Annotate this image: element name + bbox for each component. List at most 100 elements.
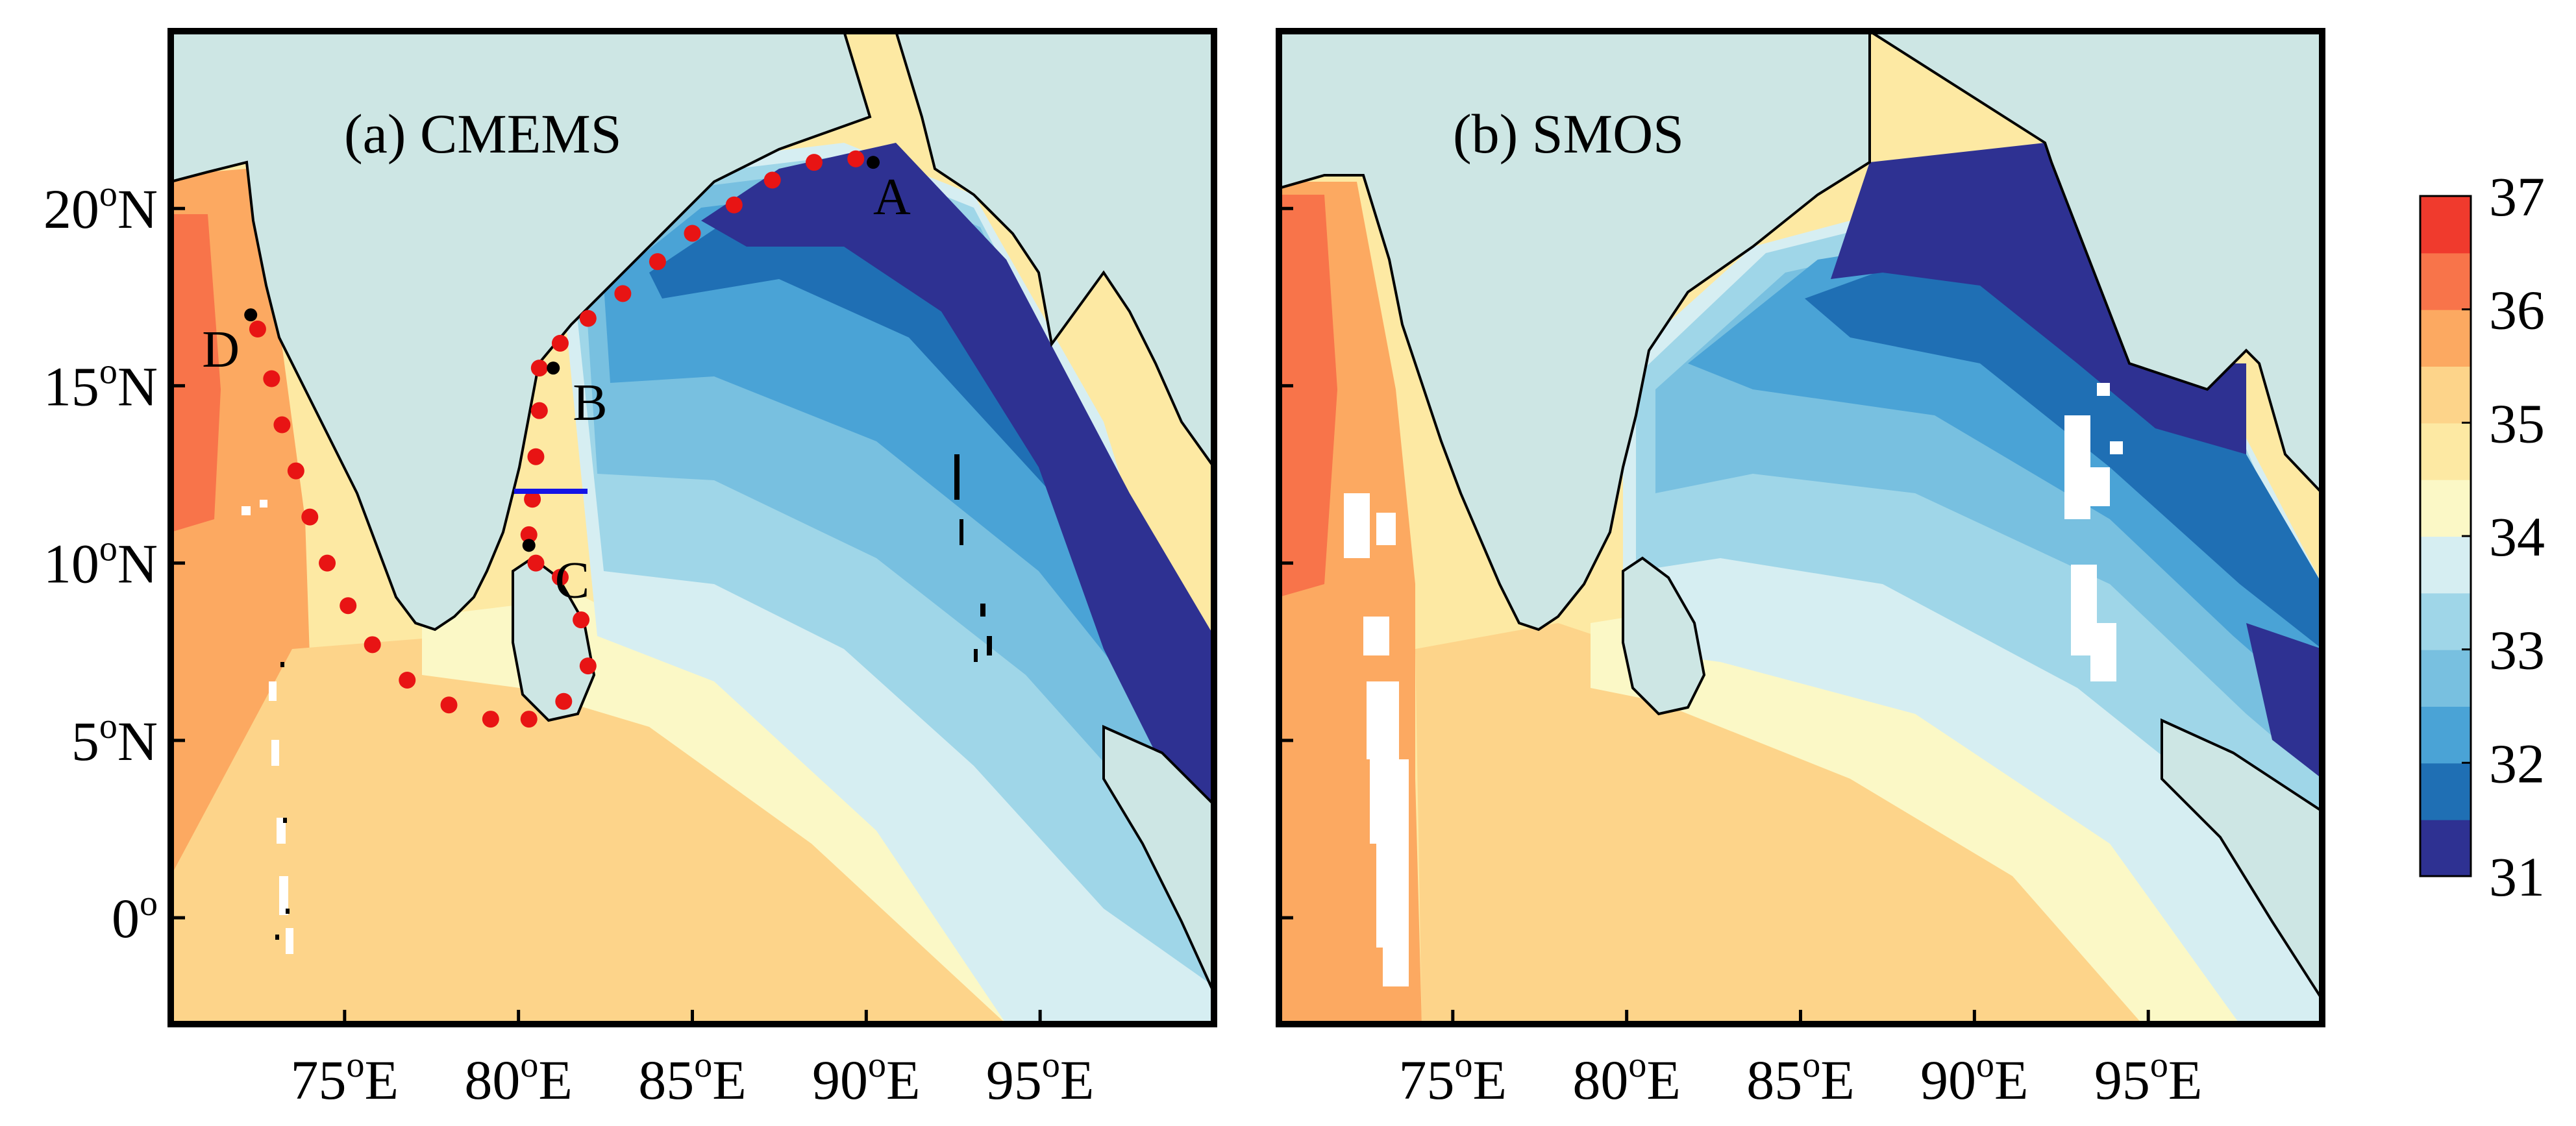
colorbar-segment <box>2420 649 2471 707</box>
land-sumatra <box>1102 724 1214 994</box>
track-dot <box>530 360 548 377</box>
track-dot <box>614 285 632 302</box>
salinity-zone-35 <box>171 636 1104 1024</box>
track-dot <box>579 657 597 675</box>
colorbar-segment <box>2420 593 2471 650</box>
track-dot <box>249 321 266 337</box>
x-tick-label: 75oE <box>1399 1045 1507 1111</box>
x-tick-label: 90oE <box>1920 1045 2029 1111</box>
salinity-zone-31 <box>701 143 1214 811</box>
track-dot <box>364 636 381 654</box>
x-tick-label: 95oE <box>986 1045 1095 1111</box>
missing-data-pixels <box>1344 383 2123 986</box>
colorbar-tick-label: 37 <box>2489 165 2545 228</box>
salinity-zone-35 <box>1415 623 2253 1024</box>
track-dot <box>579 310 597 327</box>
track-dot <box>440 696 458 714</box>
panel-b-map <box>1279 31 2322 1024</box>
salinity-zone-36 <box>171 214 221 532</box>
station-b-label: B <box>573 374 607 432</box>
salinity-zone-31-south <box>2246 623 2322 779</box>
x-tick-label: 75oE <box>291 1045 399 1111</box>
colorbar-segment <box>2420 479 2471 537</box>
track-dot <box>340 597 357 615</box>
x-tick-label: 95oE <box>2094 1045 2203 1111</box>
track-dot <box>287 462 304 480</box>
colorbar: 31 32 33 34 35 36 37 <box>2419 165 2545 908</box>
colorbar-segment <box>2420 196 2471 254</box>
station-c-label: C <box>555 552 589 609</box>
track-dot <box>725 196 743 214</box>
andaman-islands <box>954 454 992 662</box>
track-dot <box>301 508 319 526</box>
y-tick-label: 10oN <box>43 529 158 595</box>
salinity-zone-32-5 <box>604 188 1214 798</box>
land-myanmar <box>894 31 1214 470</box>
colorbar-segment <box>2420 706 2471 764</box>
track-dot <box>763 171 781 189</box>
track-dot <box>399 671 416 689</box>
x-tick-label: 90oE <box>812 1045 921 1111</box>
track-dot <box>524 491 541 508</box>
station-a-marker <box>867 156 880 169</box>
salinity-zone-31 <box>1831 143 2246 454</box>
land-sumatra <box>2161 718 2322 1002</box>
salinity-zone-34-5 <box>1591 597 2322 1024</box>
x-tick-label: 80oE <box>1572 1045 1681 1111</box>
station-markers: A B C D <box>202 156 911 609</box>
y-tick-label: 20oN <box>43 174 158 240</box>
station-d-marker <box>244 308 258 322</box>
x-tick-label: 85oE <box>638 1045 747 1111</box>
colorbar-segment <box>2420 763 2471 820</box>
colorbar-tick-label: 31 <box>2489 846 2545 908</box>
y-tick-label: 0o <box>112 883 158 949</box>
colorbar-segment <box>2420 422 2471 480</box>
colorbar-segment <box>2420 309 2471 367</box>
cruise-track <box>249 150 865 728</box>
track-dot <box>551 569 569 586</box>
missing-data-pixels <box>242 500 293 954</box>
y-tick-label: 15oN <box>43 351 158 417</box>
salinity-zone-32-5 <box>1688 234 2322 714</box>
salinity-zone-36 <box>1279 195 1337 597</box>
colorbar-segment <box>2420 819 2471 877</box>
colorbar-segment <box>2420 252 2471 310</box>
track-dot <box>805 154 823 171</box>
colorbar-tick-label: 35 <box>2489 392 2545 454</box>
track-dot <box>520 526 538 543</box>
track-dot <box>520 711 538 728</box>
colorbar-tick-label: 34 <box>2489 506 2545 568</box>
colorbar-tick-label: 32 <box>2489 732 2545 794</box>
track-dot <box>847 150 865 167</box>
track-dot <box>551 334 569 352</box>
track-dot <box>263 370 280 387</box>
panel-a-map: A B C D <box>171 31 1214 1024</box>
track-dot <box>684 225 701 242</box>
track-dot <box>527 448 545 465</box>
maldives-islands <box>275 662 290 940</box>
land-myanmar <box>1867 31 2322 495</box>
track-dot <box>573 611 590 629</box>
panel-a-label: (a) CMEMS <box>344 103 622 165</box>
track-dot <box>482 711 499 728</box>
panel-a: A B C D (a) CMEMS <box>167 28 1217 1027</box>
station-c-marker <box>522 539 536 552</box>
panel-b: (b) SMOS <box>1276 28 2325 1027</box>
land-sri-lanka <box>1622 556 1706 716</box>
salinity-zone-32 <box>1805 247 2322 649</box>
y-tick-label: 5oN <box>71 706 158 772</box>
land-india <box>171 31 872 631</box>
colorbar-segment <box>2420 366 2471 424</box>
track-dot <box>530 402 548 419</box>
track-dot <box>527 554 545 572</box>
x-tick-label: 85oE <box>1746 1045 1855 1111</box>
colorbar-tick-label: 33 <box>2489 619 2545 681</box>
station-b-marker <box>547 361 560 375</box>
land-sri-lanka <box>512 556 596 722</box>
x-tick-label: 80oE <box>464 1045 573 1111</box>
station-d-label: D <box>202 321 240 378</box>
axis-ticks: 75oE 80oE 85oE 90oE 95oE 75oE 80oE 85oE 90oE 95oE… <box>43 174 2203 1111</box>
station-a-label: A <box>873 169 911 226</box>
track-dot <box>649 253 666 271</box>
track-dot <box>273 416 291 434</box>
